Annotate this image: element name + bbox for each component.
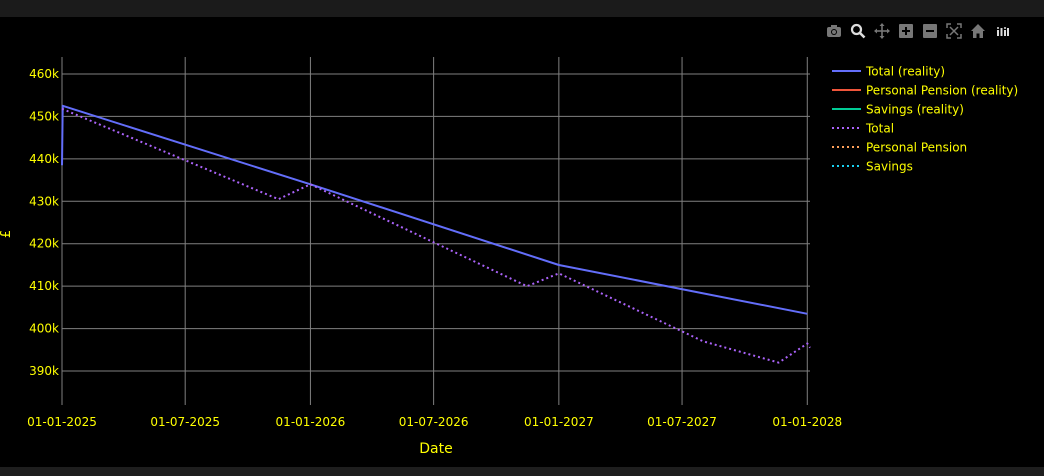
home-icon[interactable] <box>966 22 990 40</box>
y-tick-label: 410k <box>29 279 59 293</box>
y-tick-label: 390k <box>29 364 59 378</box>
x-tick-label: 01-01-2027 <box>524 415 594 429</box>
modebar <box>822 22 1014 40</box>
legend-label[interactable]: Personal Pension (reality) <box>866 84 1018 98</box>
legend: Total (reality) Personal Pension (reality… <box>832 65 1018 174</box>
y-tick-label: 430k <box>29 194 59 208</box>
series-lines <box>61 104 811 364</box>
legend-label[interactable]: Personal Pension <box>866 141 967 155</box>
series-line-total-reality[interactable] <box>61 104 808 315</box>
x-tick-label: 01-07-2026 <box>399 415 469 429</box>
plotly-logo-icon[interactable] <box>990 22 1014 40</box>
zoom-in-icon[interactable] <box>894 22 918 40</box>
x-tick-label: 01-07-2025 <box>150 415 220 429</box>
bottom-bar <box>0 467 1044 476</box>
y-tick-label: 440k <box>29 152 59 166</box>
x-tick-label: 01-07-2027 <box>647 415 717 429</box>
y-tick-label: 450k <box>29 109 59 123</box>
grid <box>61 57 810 405</box>
top-bar <box>0 0 1044 17</box>
legend-label[interactable]: Savings <box>866 160 913 174</box>
x-tick-label: 01-01-2026 <box>276 415 346 429</box>
y-tick-label: 400k <box>29 322 59 336</box>
zoom-icon[interactable] <box>846 22 870 40</box>
x-tick-label: 01-01-2028 <box>772 415 842 429</box>
legend-label[interactable]: Savings (reality) <box>866 103 964 117</box>
autoscale-icon[interactable] <box>942 22 966 40</box>
y-axis-title: £ <box>0 230 14 238</box>
y-tick-label: 420k <box>29 237 59 251</box>
x-axis-title: Date <box>419 441 452 457</box>
axis-ticks: 390k 400k 410k 420k 430k 440k 450k 460k 01-01-20… <box>27 67 842 429</box>
pan-icon[interactable] <box>870 22 894 40</box>
legend-label[interactable]: Total (reality) <box>865 65 945 79</box>
y-tick-label: 460k <box>29 67 59 81</box>
zoom-out-icon[interactable] <box>918 22 942 40</box>
series-line-total[interactable] <box>61 107 811 364</box>
legend-label[interactable]: Total <box>865 122 894 136</box>
plot-background <box>0 17 1044 467</box>
camera-icon[interactable] <box>822 22 846 40</box>
x-tick-label: 01-01-2025 <box>27 415 97 429</box>
